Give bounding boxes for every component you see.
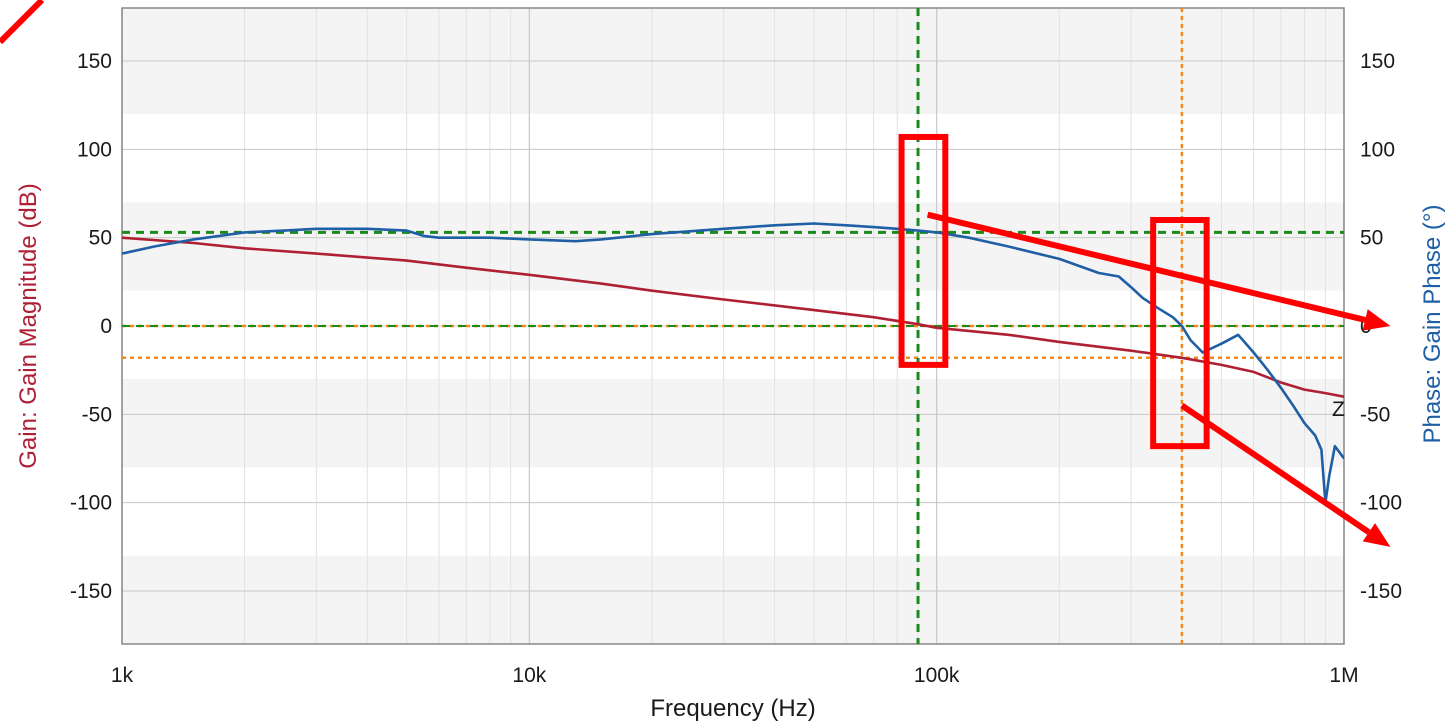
x-tick-label: 100k bbox=[914, 664, 960, 687]
x-tick-label: 1M bbox=[1329, 664, 1358, 687]
annotation-box-phase bbox=[1150, 217, 1210, 450]
y-left-tick-label: -50 bbox=[82, 403, 112, 426]
y-right-axis-title: Phase: Gain Phase (°) bbox=[1419, 204, 1446, 443]
series-lines bbox=[122, 222, 1344, 504]
y-left-tick-labels: 150 100 50 0 -50 -100 -150 bbox=[70, 50, 112, 603]
gain-series-line bbox=[122, 236, 1344, 398]
y-right-tick-label: 150 bbox=[1360, 50, 1395, 73]
background-band bbox=[122, 8, 1344, 61]
phase-series-line bbox=[122, 222, 1344, 504]
y-left-tick-label: 50 bbox=[89, 227, 112, 250]
annotation-corner-stroke bbox=[0, 0, 45, 45]
y-left-tick-label: -150 bbox=[70, 580, 112, 603]
y-right-tick-label: -100 bbox=[1360, 492, 1402, 515]
background-bands bbox=[122, 8, 1344, 644]
gain-end-label: Z bbox=[1332, 398, 1345, 421]
marker-lines bbox=[122, 8, 1344, 644]
annotation-arrow-1 bbox=[926, 211, 1391, 331]
x-tick-labels: 1k 10k 100k 1M bbox=[111, 664, 1359, 687]
y-left-tick-label: -100 bbox=[70, 492, 112, 515]
y-left-tick-label: 100 bbox=[77, 138, 112, 161]
red-annotations bbox=[0, 0, 1391, 547]
annotation-arrow-2 bbox=[1180, 403, 1391, 547]
x-axis-title: Frequency (Hz) bbox=[650, 695, 815, 722]
annotation-arrow-2-shaft bbox=[1180, 403, 1371, 535]
annotation-arrow-2-head bbox=[1362, 523, 1391, 547]
x-tick-label: 1k bbox=[111, 664, 134, 687]
y-right-tick-label: 50 bbox=[1360, 227, 1383, 250]
y-right-tick-label: 100 bbox=[1360, 138, 1395, 161]
annotation-box-crossover bbox=[898, 133, 949, 368]
annotation-arrow-1-shaft bbox=[926, 211, 1366, 323]
y-left-tick-label: 150 bbox=[77, 50, 112, 73]
y-left-axis-title: Gain: Gain Magnitude (dB) bbox=[15, 183, 42, 468]
x-tick-label: 10k bbox=[512, 664, 546, 687]
background-band bbox=[122, 379, 1344, 468]
y-left-tick-label: 0 bbox=[100, 315, 112, 338]
background-band bbox=[122, 202, 1344, 291]
background-band bbox=[122, 555, 1344, 644]
y-right-tick-label: -50 bbox=[1360, 403, 1390, 426]
y-right-tick-label: -150 bbox=[1360, 580, 1402, 603]
annotation-arrow-1-head bbox=[1362, 309, 1391, 331]
